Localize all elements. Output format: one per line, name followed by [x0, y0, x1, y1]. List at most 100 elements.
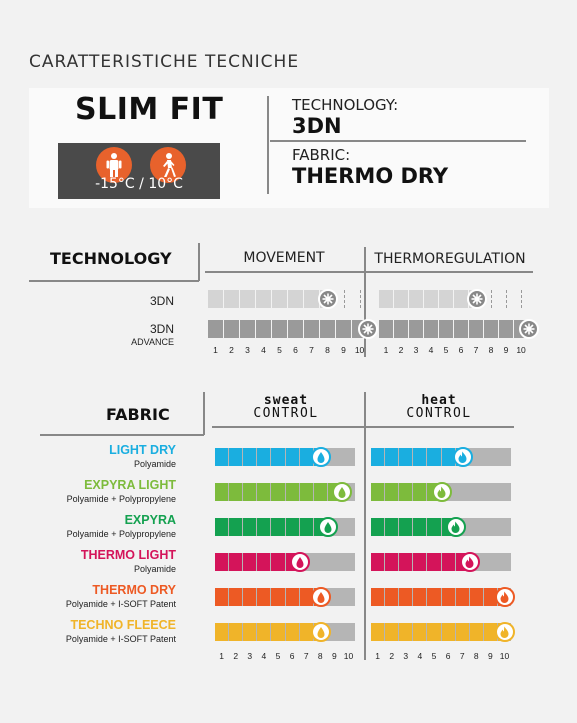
tech-bar-segment [424, 290, 439, 308]
technology-heading-underline [29, 280, 199, 282]
technology-columns-divider [364, 247, 366, 357]
tech-scale-tick: 10 [354, 345, 365, 355]
fabric-bar-segment [313, 483, 327, 501]
flame-icon [459, 552, 480, 572]
fabric-bar-segment [483, 588, 497, 606]
fabric-heading: FABRIC [106, 405, 170, 424]
tech-row-label-3dn: 3DN [149, 294, 174, 308]
fabric-bar-segment [413, 483, 427, 501]
fabric-scale-tick: 5 [275, 651, 281, 661]
fabric-bar-segment [469, 623, 483, 641]
tech-bar-segment [469, 320, 484, 338]
fabric-bar-segment [385, 448, 399, 466]
fabric-scale-tick: 8 [473, 651, 479, 661]
fabric-bar-segment [385, 588, 399, 606]
tech-bar-segment [336, 320, 352, 338]
tech-scale-tick: 1 [383, 345, 389, 355]
tech-bar-segment [394, 320, 409, 338]
info-divider [270, 140, 526, 142]
fabric-bar-segment [285, 448, 299, 466]
fabric-bar-segment [229, 518, 243, 536]
tech-bar-segment [409, 290, 424, 308]
tech-scale-tick: 3 [413, 345, 419, 355]
gear-icon [466, 289, 487, 309]
fit-title: SLIM FIT [75, 92, 224, 127]
tech-bar-segment [240, 320, 256, 338]
fabric-scale-tick: 6 [289, 651, 295, 661]
fabric-bar-segment [215, 588, 229, 606]
tech-scale-tick: 3 [245, 345, 250, 355]
fabric-heading-underline [40, 434, 204, 436]
fabric-bar-segment [441, 553, 455, 571]
fabric-bar-segment [229, 483, 243, 501]
tech-scale-tick: 9 [503, 345, 509, 355]
fabric-bar-segment [413, 553, 427, 571]
fabric-bar-segment [243, 623, 257, 641]
tech-bar-segment [272, 320, 288, 338]
tech-bar-segment [208, 290, 224, 308]
fabric-bar-segment [455, 623, 469, 641]
technology-label: TECHNOLOGY: [292, 96, 399, 114]
tech-bar-empty-mark [506, 290, 508, 308]
fabric-columns-underline [212, 426, 514, 428]
fabric-bar-segment [299, 588, 313, 606]
fabric-columns-divider [364, 392, 366, 660]
fabric-bar-segment [271, 518, 285, 536]
fabric-bar-segment [413, 518, 427, 536]
fabric-bar-segment [215, 483, 229, 501]
tech-bar-empty-mark [491, 290, 493, 308]
tech-row-sublabel-advance: ADVANCE [131, 337, 174, 347]
fabric-scale-tick: 2 [233, 651, 239, 661]
fabric-scale-tick: 3 [403, 651, 409, 661]
technology-heading-divider [198, 243, 200, 281]
tech-bar-segment [484, 320, 499, 338]
fabric-bar-segment [371, 448, 385, 466]
movement-column-header: MOVEMENT [243, 250, 325, 266]
tech-bar-segment [304, 320, 320, 338]
fabric-bar-segment [243, 588, 257, 606]
fabric-scale-tick: 2 [389, 651, 395, 661]
fabric-bar-segment [427, 448, 441, 466]
water-drop-icon [310, 622, 331, 642]
fabric-bar-segment [271, 623, 285, 641]
fabric-scale-tick: 7 [459, 651, 465, 661]
fabric-heading-divider [203, 392, 205, 435]
heat-header-line1: heat [421, 393, 457, 408]
fabric-scale-tick: 4 [417, 651, 423, 661]
technology-heading: TECHNOLOGY [50, 249, 172, 268]
fabric-scale-tick: 10 [343, 651, 354, 661]
fabric-bar-segment [229, 623, 243, 641]
fabric-bar-segment [399, 448, 413, 466]
tech-bar-segment [320, 320, 336, 338]
fabric-bar-segment [285, 483, 299, 501]
fabric-bar-segment [215, 553, 229, 571]
fabric-name: LIGHT DRY [109, 443, 176, 457]
tech-bar-segment [439, 290, 454, 308]
fabric-name: THERMO DRY [92, 583, 176, 597]
tech-scale-tick: 7 [473, 345, 479, 355]
fabric-bar-segment [399, 623, 413, 641]
page-header: CARATTERISTICHE TECNICHE [29, 52, 300, 72]
fabric-bar-segment [427, 553, 441, 571]
tech-bar-segment [288, 320, 304, 338]
fabric-scale-tick: 1 [219, 651, 224, 661]
fabric-bar-segment [257, 623, 271, 641]
tech-bar-segment [224, 320, 240, 338]
fabric-bar-segment [399, 588, 413, 606]
tech-scale-tick: 8 [488, 345, 494, 355]
heat-control-header: heat CONTROL [368, 393, 510, 421]
fabric-material: Polyamide + I-SOFT Patent [65, 599, 176, 609]
fabric-bar-segment [271, 588, 285, 606]
tech-scale-tick: 2 [398, 345, 404, 355]
fabric-material: Polyamide [133, 459, 176, 469]
fabric-bar-segment [299, 483, 313, 501]
fabric-bar-segment [385, 518, 399, 536]
water-drop-icon [310, 587, 331, 607]
fabric-bar-segment [257, 553, 271, 571]
fabric-bar-segment [285, 518, 299, 536]
thermoregulation-column-header: THERMOREGULATION [374, 251, 526, 267]
fabric-bar-segment [257, 448, 271, 466]
fabric-bar-segment [413, 588, 427, 606]
technology-columns-underline [205, 271, 533, 273]
fabric-scale-tick: 4 [261, 651, 267, 661]
